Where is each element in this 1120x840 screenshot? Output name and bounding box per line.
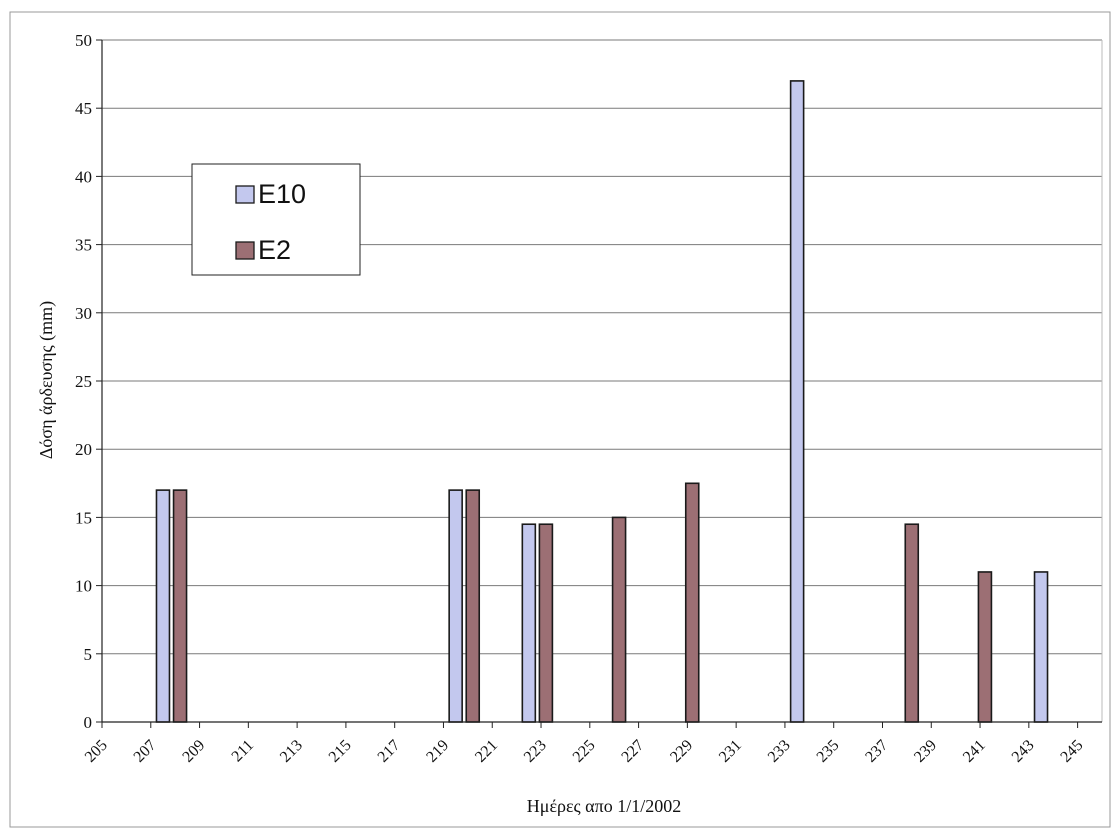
- y-tick-label: 40: [75, 167, 92, 186]
- axes: [101, 40, 1102, 728]
- legend-swatch-e2: [235, 241, 255, 260]
- bar-e10: [1033, 571, 1049, 723]
- bar-e2: [684, 482, 700, 723]
- y-tick-label: 15: [75, 508, 92, 527]
- bar-e2: [611, 516, 627, 723]
- bar-e10: [448, 489, 463, 723]
- bar-e10: [521, 523, 537, 723]
- y-tick-label: 20: [75, 440, 92, 459]
- y-axis-title: Δόση άρδευσης (mm): [36, 301, 57, 459]
- y-tick-label: 50: [75, 31, 92, 50]
- legend-box: [191, 163, 361, 276]
- y-tick-label: 10: [75, 577, 92, 596]
- legend-label-e2: E2: [258, 235, 291, 265]
- bar-e2: [538, 523, 554, 723]
- y-tick-labels: 0 5 10 15 20 25 30 35 40 45 50: [75, 31, 92, 732]
- bar-e10: [789, 80, 805, 723]
- legend-items: E10 E2: [235, 179, 306, 265]
- legend: E10 E2: [191, 163, 361, 276]
- bar-e2: [172, 489, 188, 723]
- y-tick-label: 30: [75, 304, 92, 323]
- legend-label-e10: E10: [258, 179, 306, 209]
- y-tick-label: 25: [75, 372, 92, 391]
- bar-e2: [977, 571, 993, 723]
- chart-area: [9, 11, 1111, 828]
- y-tick-label: 0: [84, 713, 93, 732]
- x-axis-title: Ημέρες απο 1/1/2002: [527, 796, 681, 816]
- y-tick-label: 45: [75, 99, 92, 118]
- bar-e2: [904, 523, 920, 723]
- y-tick-label: 35: [75, 236, 92, 255]
- bar-e10: [155, 489, 171, 723]
- bar-e2: [465, 489, 481, 723]
- legend-swatch-e10: [235, 185, 255, 204]
- y-tick-label: 5: [84, 645, 93, 664]
